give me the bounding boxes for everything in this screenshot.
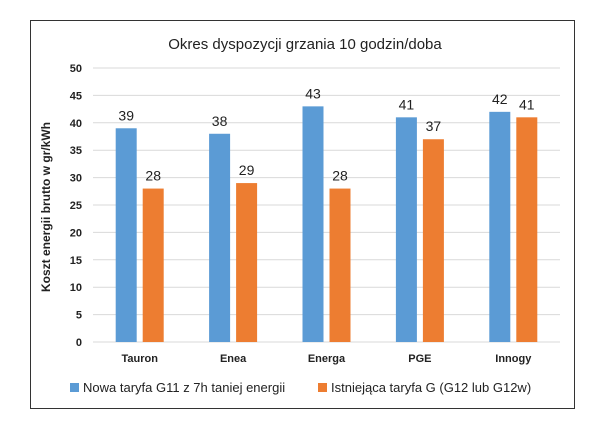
data-label: 29 [239,162,255,178]
bar [516,117,538,342]
x-tick-label: Energa [308,353,346,365]
data-label: 42 [492,91,508,107]
y-tick-label: 40 [70,118,82,130]
bar [302,106,324,342]
y-tick-label: 30 [70,173,82,185]
bar [115,128,137,342]
y-axis-label: Koszt energii brutto w gr/kWh [39,122,53,292]
y-tick-label: 25 [70,200,82,212]
y-tick-label: 50 [70,63,82,75]
bar [395,117,417,342]
legend-swatch [70,383,79,392]
data-label: 38 [212,113,228,129]
legend-label: Istniejąca taryfa G (G12 lub G12w) [331,380,531,395]
chart-title: Okres dyspozycji grzania 10 godzin/doba [168,36,442,53]
x-tick-label: Innogy [495,353,532,365]
legend-swatch [318,383,327,392]
y-tick-label: 35 [70,145,82,157]
x-tick-label: PGE [408,353,431,365]
bar [142,188,164,342]
data-label: 43 [305,85,321,101]
bar [489,111,511,342]
bar [236,183,258,342]
bar [209,133,231,342]
data-label: 37 [426,118,442,134]
x-tick-label: Enea [220,353,247,365]
data-label: 41 [399,96,415,112]
y-tick-label: 45 [70,90,82,102]
data-label: 28 [332,168,348,184]
x-tick-label: Tauron [121,353,158,365]
y-tick-label: 0 [76,337,82,349]
data-label: 28 [145,168,161,184]
bar [329,188,351,342]
y-tick-label: 20 [70,227,82,239]
y-tick-label: 15 [70,255,82,267]
data-label: 39 [118,107,134,123]
y-tick-label: 10 [70,282,82,294]
legend-label: Nowa taryfa G11 z 7h taniej energii [83,380,285,395]
bar [422,139,444,342]
data-label: 41 [519,96,535,112]
y-tick-label: 5 [76,310,82,322]
